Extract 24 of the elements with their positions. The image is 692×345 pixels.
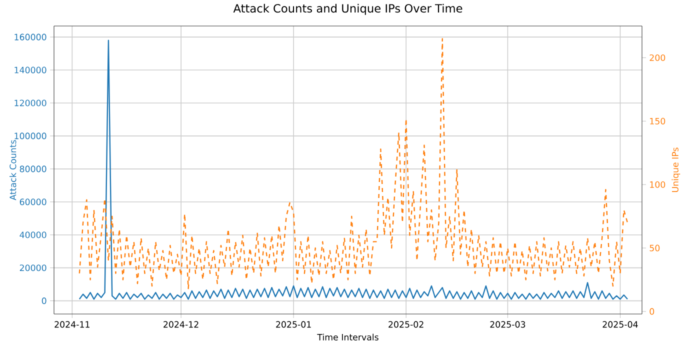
x-tick-label: 2024-11 bbox=[54, 321, 90, 328]
y-tick-label: 20000 bbox=[20, 264, 46, 272]
x-tick-label: 2025-02 bbox=[388, 321, 424, 328]
y2-tick-label: 100 bbox=[650, 181, 666, 188]
y-tick-label: 0 bbox=[42, 298, 46, 304]
y-tick-label: 120000 bbox=[14, 100, 46, 106]
y2-axis-title: Unique IPs bbox=[672, 148, 680, 192]
x-tick-label: 2025-01 bbox=[276, 321, 311, 328]
y2-tick-label: 150 bbox=[650, 118, 666, 124]
y2-tick-label: 200 bbox=[650, 54, 666, 61]
y-tick-label: 100000 bbox=[14, 132, 46, 140]
x-tick-label: 2025-04 bbox=[602, 321, 638, 328]
y-tick-label: 60000 bbox=[20, 198, 46, 206]
chart-title: Attack Counts and Unique IPs Over Time bbox=[233, 4, 462, 15]
x-tick-label: 2025-03 bbox=[490, 321, 526, 328]
y-tick-label: 160000 bbox=[14, 34, 46, 40]
x-tick-label: 2024-12 bbox=[164, 321, 198, 328]
y-tick-label: 80000 bbox=[20, 166, 46, 172]
y2-tick-label: 50 bbox=[650, 244, 660, 252]
x-axis-title: Time Intervals bbox=[317, 334, 378, 340]
y-axis-title: Attack Counts bbox=[9, 140, 16, 200]
y2-tick-label: 0 bbox=[650, 308, 654, 315]
y-tick-label: 40000 bbox=[20, 232, 46, 238]
y-tick-label: 140000 bbox=[14, 66, 46, 74]
